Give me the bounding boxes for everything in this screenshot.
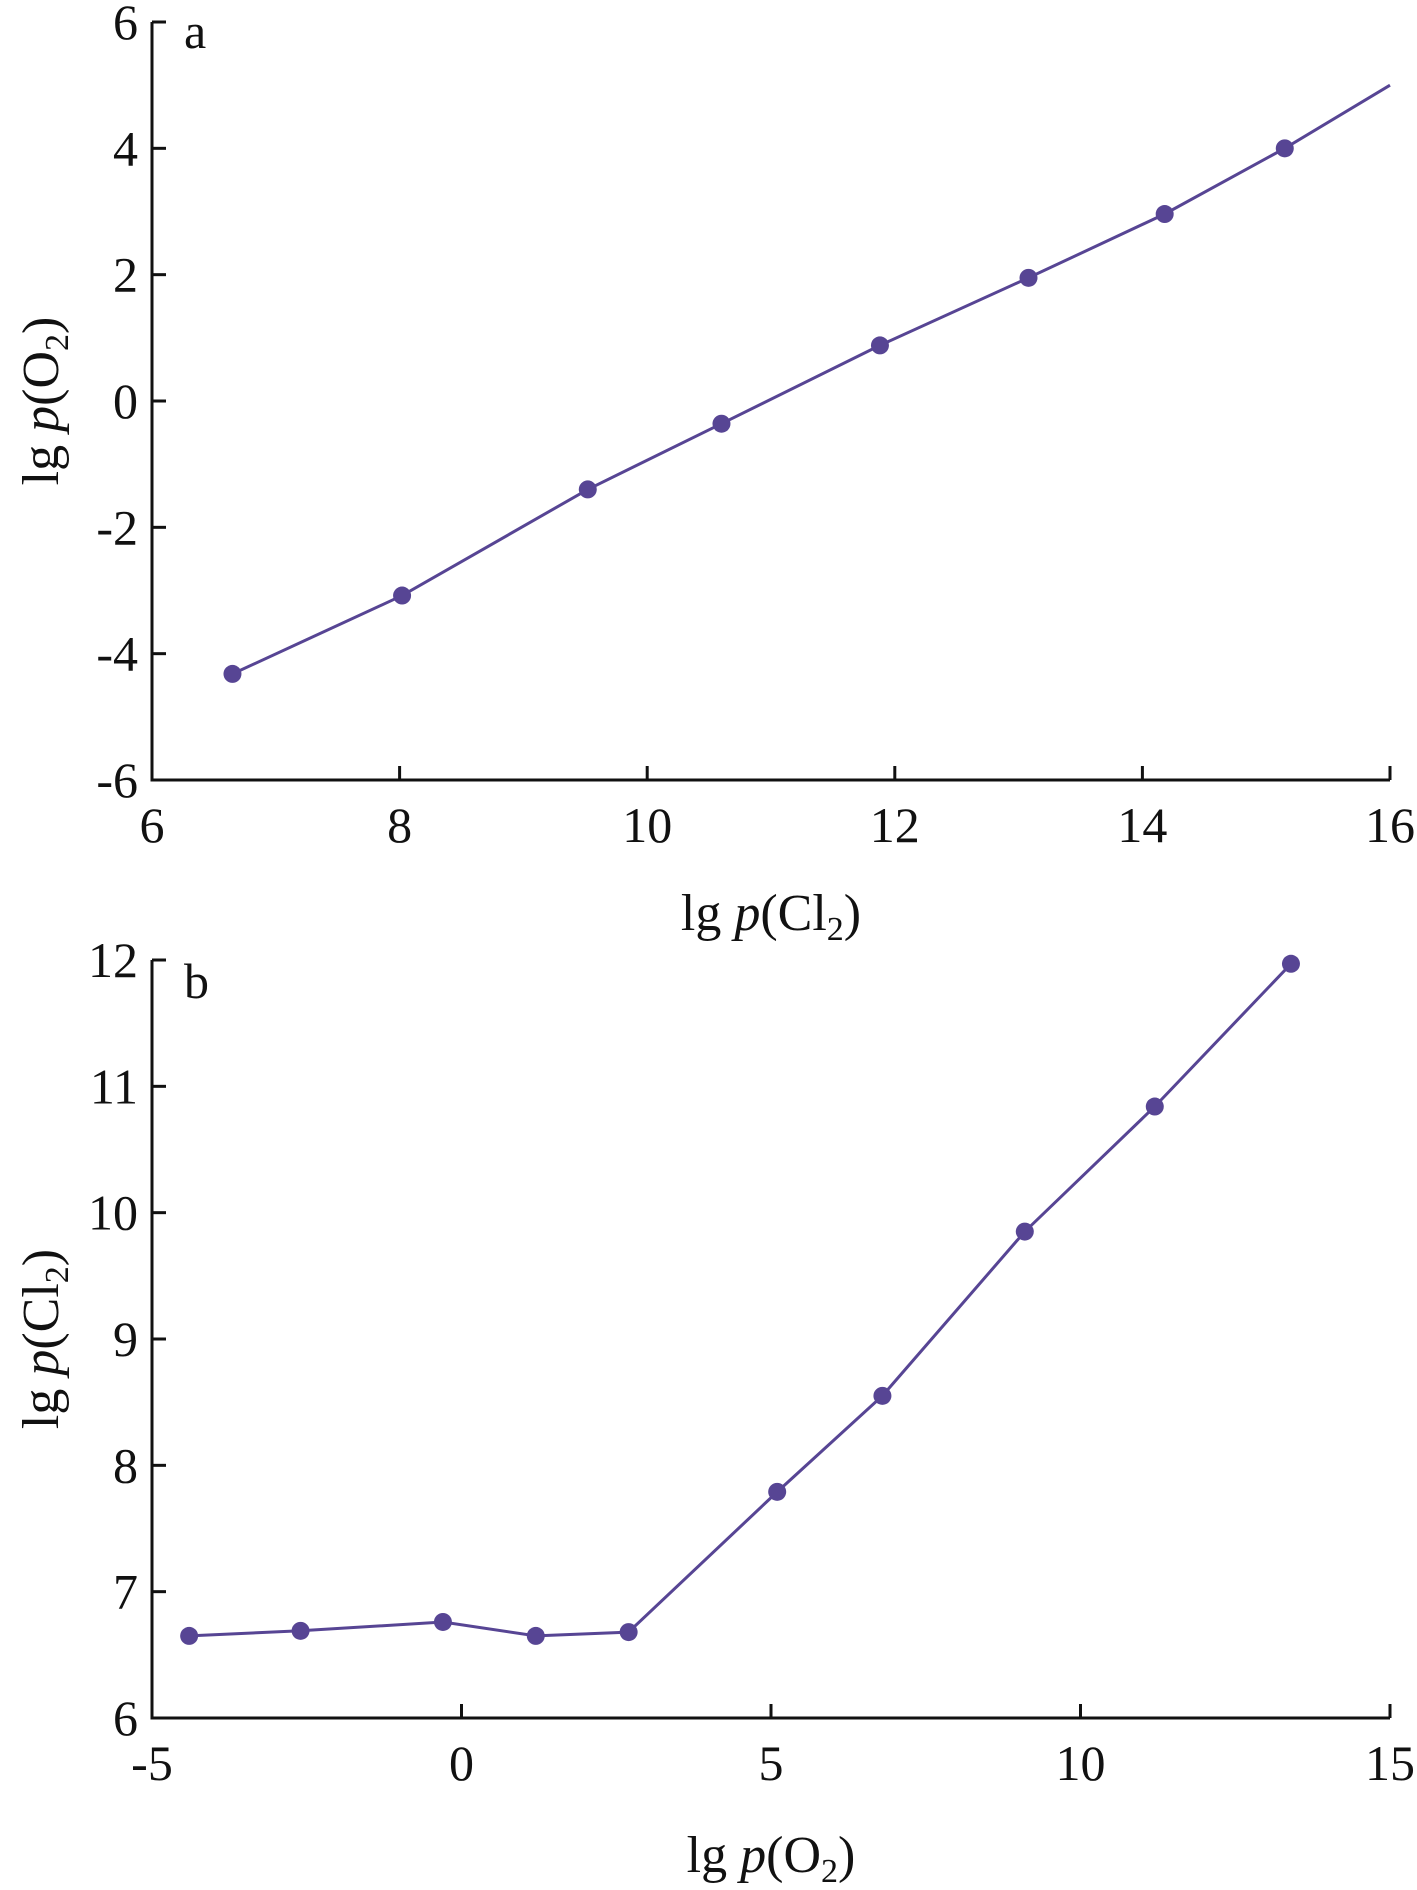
data-point — [768, 1482, 787, 1501]
data-point — [1281, 954, 1300, 973]
data-point — [180, 1626, 199, 1645]
data-point — [433, 1612, 452, 1631]
y-tick-label: 6 — [113, 1690, 138, 1746]
data-point — [223, 664, 242, 683]
x-tick-label: 10 — [622, 797, 672, 853]
chart-panel-b: 6 7 8 9 10 11 12 -5 0 5 10 15 lg p(O2) lg p(Cl2) b — [13, 932, 1415, 1890]
panel-label: a — [184, 3, 206, 59]
data-point — [1015, 1222, 1034, 1241]
y-tick-label: -2 — [96, 499, 138, 555]
data-point — [1019, 268, 1038, 287]
x-tick-label: 0 — [449, 1735, 474, 1791]
series-line — [189, 962, 1293, 1638]
x-tick-label: 16 — [1365, 797, 1415, 853]
axes-spines — [150, 22, 1390, 782]
y-tick-label: 2 — [113, 247, 138, 303]
x-tick-label: 14 — [1117, 797, 1167, 853]
x-tick-label: 8 — [387, 797, 412, 853]
data-point — [873, 1386, 892, 1405]
y-tick-label: 6 — [113, 0, 138, 50]
y-tick-label: 7 — [113, 1564, 138, 1620]
y-tick-label: 8 — [113, 1437, 138, 1493]
data-point — [712, 414, 731, 433]
data-point — [393, 586, 412, 605]
data-point — [526, 1626, 545, 1645]
y-tick-label: -6 — [96, 752, 138, 808]
chart-panel-a: -6 -4 -2 0 2 4 6 6 8 10 12 14 16 lg p(Cl2) lg p(O2) a — [13, 0, 1415, 948]
axes-spines — [150, 960, 1390, 1720]
x-tick-label: 15 — [1365, 1735, 1415, 1791]
x-tick-label: 12 — [870, 797, 920, 853]
x-tick-label: 6 — [140, 797, 165, 853]
data-point — [1155, 205, 1174, 224]
y-tick-label: 0 — [113, 373, 138, 429]
data-point — [291, 1621, 310, 1640]
data-point — [1145, 1097, 1164, 1116]
x-tick-label: -5 — [131, 1735, 173, 1791]
y-tick-label: 10 — [88, 1185, 138, 1241]
x-tick-label: 5 — [759, 1735, 784, 1791]
data-point — [1275, 139, 1294, 158]
series-line — [231, 83, 1391, 676]
y-tick-label: 4 — [113, 120, 138, 176]
y-tick-label: 12 — [88, 932, 138, 988]
x-tick-label: 10 — [1056, 1735, 1106, 1791]
data-point — [619, 1623, 638, 1642]
y-axis-label: lg p(O2) — [13, 317, 76, 486]
y-tick-label: -4 — [96, 626, 138, 682]
x-axis-label: lg p(Cl2) — [681, 885, 861, 948]
y-axis-label: lg p(Cl2) — [13, 1249, 76, 1429]
data-point — [578, 480, 597, 499]
y-tick-label: 11 — [90, 1058, 138, 1114]
panel-label: b — [184, 953, 209, 1009]
x-axis-label: lg p(O2) — [687, 1827, 856, 1890]
data-point — [870, 336, 889, 355]
y-tick-label: 9 — [113, 1311, 138, 1367]
